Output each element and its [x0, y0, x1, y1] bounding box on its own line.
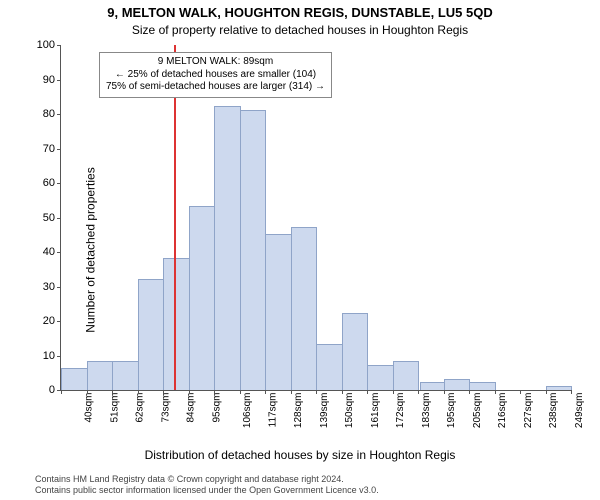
y-tick-mark	[57, 45, 61, 46]
x-tick-mark	[61, 390, 62, 394]
x-tick-mark	[316, 390, 317, 394]
plot-area: 40sqm51sqm62sqm73sqm84sqm95sqm106sqm117s…	[60, 45, 571, 391]
footer-line-1: Contains HM Land Registry data © Crown c…	[35, 474, 590, 485]
y-tick-mark	[57, 149, 61, 150]
x-tick-mark	[495, 390, 496, 394]
histogram-bar	[265, 234, 292, 390]
histogram-bar	[138, 279, 165, 390]
y-tick-label: 90	[43, 74, 55, 86]
x-tick-label: 62sqm	[135, 393, 146, 423]
x-tick-label: 249sqm	[574, 393, 585, 429]
chart-title: 9, MELTON WALK, HOUGHTON REGIS, DUNSTABL…	[0, 5, 600, 20]
x-tick-label: 51sqm	[109, 393, 120, 423]
y-tick-label: 30	[43, 281, 55, 293]
x-tick-mark	[87, 390, 88, 394]
x-tick-label: 106sqm	[242, 393, 253, 429]
footer-attribution: Contains HM Land Registry data © Crown c…	[35, 474, 590, 497]
chart-subtitle: Size of property relative to detached ho…	[0, 23, 600, 37]
x-tick-mark	[240, 390, 241, 394]
y-tick-label: 20	[43, 315, 55, 327]
y-tick-mark	[57, 218, 61, 219]
y-tick-mark	[57, 114, 61, 115]
x-tick-label: 139sqm	[319, 393, 330, 429]
y-tick-label: 100	[37, 39, 55, 51]
x-tick-mark	[571, 390, 572, 394]
y-tick-mark	[57, 80, 61, 81]
x-tick-mark	[214, 390, 215, 394]
y-tick-label: 40	[43, 246, 55, 258]
histogram-bar	[469, 382, 496, 390]
histogram-bar	[61, 368, 88, 390]
chart-container: 9, MELTON WALK, HOUGHTON REGIS, DUNSTABL…	[0, 0, 600, 500]
x-tick-label: 195sqm	[446, 393, 457, 429]
histogram-bar	[316, 344, 343, 390]
x-tick-label: 117sqm	[267, 393, 278, 428]
x-tick-label: 84sqm	[186, 393, 197, 423]
histogram-bar	[87, 361, 114, 390]
x-tick-label: 150sqm	[344, 393, 355, 429]
annotation-box: 9 MELTON WALK: 89sqm← 25% of detached ho…	[99, 52, 332, 98]
y-tick-label: 10	[43, 350, 55, 362]
x-tick-mark	[112, 390, 113, 394]
histogram-bar	[214, 106, 241, 390]
x-tick-mark	[367, 390, 368, 394]
x-axis-label: Distribution of detached houses by size …	[0, 448, 600, 462]
x-tick-mark	[393, 390, 394, 394]
x-tick-label: 238sqm	[548, 393, 559, 429]
y-tick-label: 80	[43, 108, 55, 120]
plot-region: 40sqm51sqm62sqm73sqm84sqm95sqm106sqm117s…	[60, 45, 570, 390]
x-tick-label: 128sqm	[293, 393, 304, 429]
x-tick-mark	[189, 390, 190, 394]
x-tick-label: 40sqm	[84, 393, 95, 423]
x-tick-mark	[342, 390, 343, 394]
y-tick-label: 70	[43, 143, 55, 155]
x-tick-label: 227sqm	[523, 393, 534, 429]
x-tick-mark	[444, 390, 445, 394]
x-tick-mark	[163, 390, 164, 394]
y-tick-mark	[57, 183, 61, 184]
x-tick-mark	[469, 390, 470, 394]
annotation-line: 9 MELTON WALK: 89sqm	[106, 56, 325, 69]
x-tick-mark	[520, 390, 521, 394]
y-tick-mark	[57, 321, 61, 322]
histogram-bar	[393, 361, 420, 390]
x-tick-label: 216sqm	[497, 393, 508, 429]
histogram-bar	[240, 110, 267, 390]
annotation-line: 75% of semi-detached houses are larger (…	[106, 81, 325, 94]
x-tick-mark	[138, 390, 139, 394]
x-tick-mark	[418, 390, 419, 394]
x-tick-label: 73sqm	[160, 393, 171, 423]
x-tick-mark	[291, 390, 292, 394]
histogram-bar	[163, 258, 190, 390]
x-tick-label: 161sqm	[370, 393, 381, 429]
footer-line-2: Contains public sector information licen…	[35, 485, 590, 496]
histogram-bar	[367, 365, 394, 390]
histogram-bar	[546, 386, 573, 390]
x-tick-label: 205sqm	[472, 393, 483, 429]
histogram-bar	[189, 206, 216, 390]
histogram-bar	[342, 313, 369, 390]
y-tick-label: 0	[49, 384, 55, 396]
x-tick-label: 172sqm	[395, 393, 406, 429]
histogram-bar	[444, 379, 471, 390]
y-tick-label: 60	[43, 177, 55, 189]
x-tick-label: 183sqm	[421, 393, 432, 429]
histogram-bar	[291, 227, 318, 390]
histogram-bar	[112, 361, 139, 390]
x-tick-mark	[265, 390, 266, 394]
y-tick-mark	[57, 252, 61, 253]
y-tick-mark	[57, 287, 61, 288]
y-tick-mark	[57, 356, 61, 357]
x-tick-label: 95sqm	[211, 393, 222, 423]
x-tick-mark	[546, 390, 547, 394]
annotation-line: ← 25% of detached houses are smaller (10…	[106, 69, 325, 82]
y-tick-label: 50	[43, 212, 55, 224]
